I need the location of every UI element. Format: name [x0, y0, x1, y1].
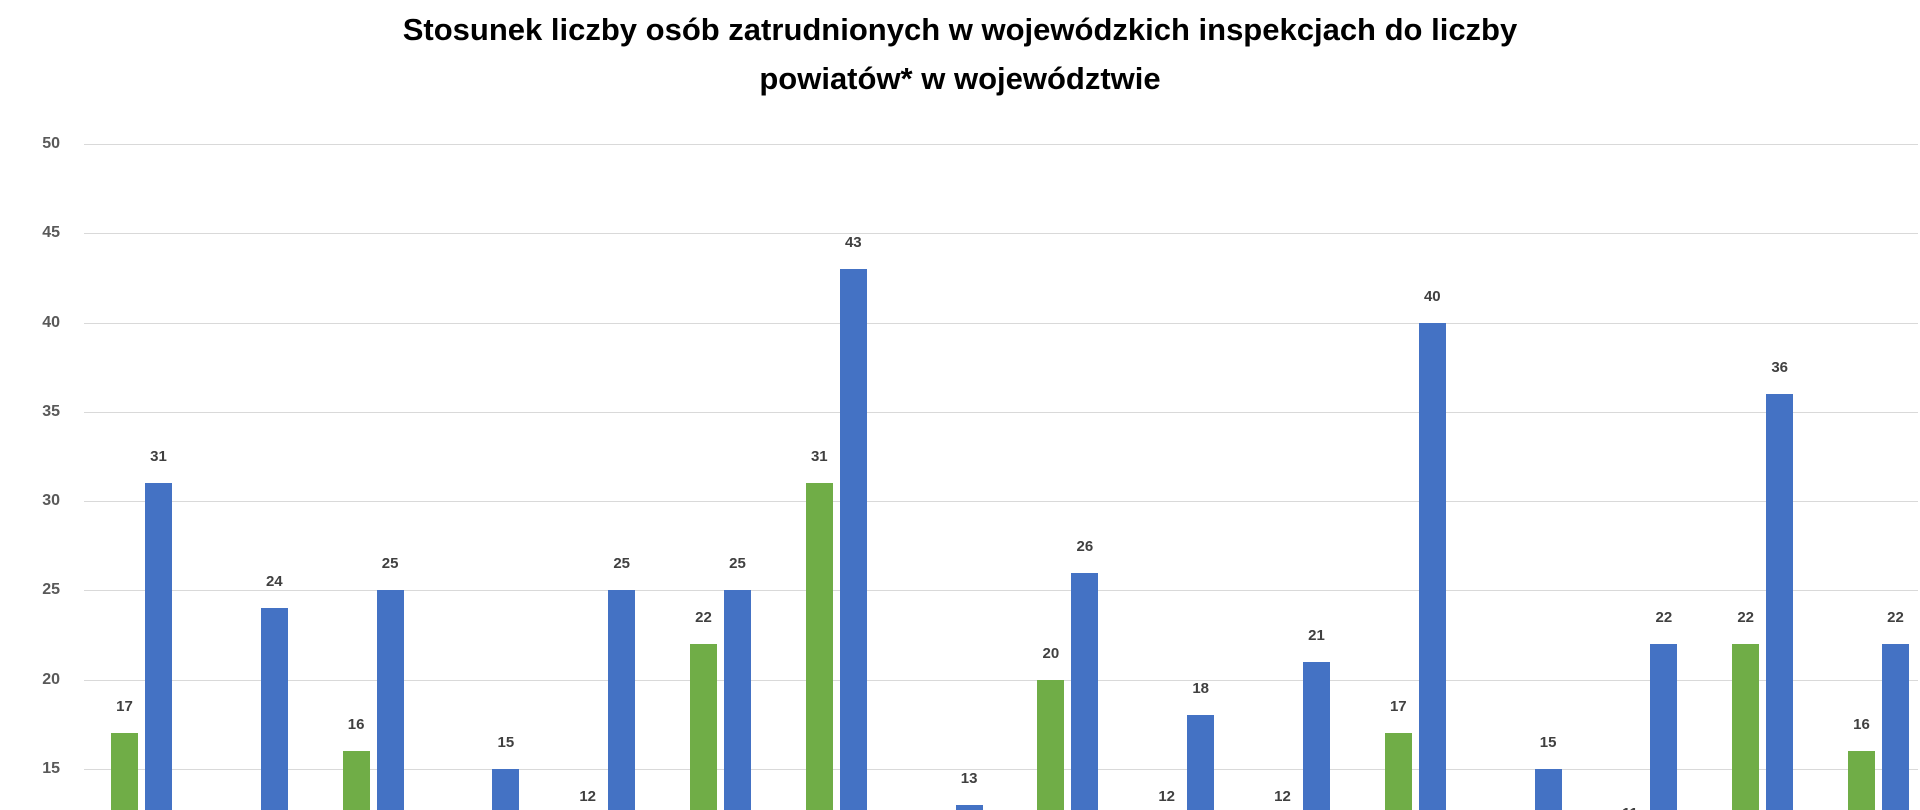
bar-blue-1 [145, 483, 172, 810]
bar-value-label-blue-2: 24 [265, 573, 283, 591]
bar-blue-6 [724, 590, 751, 810]
bar-blue-13 [1534, 769, 1562, 810]
bar-value-label-green-5: 12 [579, 787, 597, 805]
bar-value-label-blue-4: 15 [497, 734, 515, 751]
bar-green-15 [1732, 643, 1760, 810]
bar-value-label-green-14: 11 [1606, 804, 1654, 810]
bar-value-label-blue-12: 40 [1423, 287, 1441, 305]
chart-title: Stosunek liczby osób zatrudnionych w woj… [0, 5, 1920, 103]
y-tick-label-35: 35 [42, 402, 60, 420]
bar-blue-9 [1071, 572, 1099, 810]
y-tick-label-40: 40 [42, 313, 60, 331]
bar-value-label-blue-7: 43 [844, 233, 862, 251]
bar-value-label-blue-6: 25 [729, 555, 746, 573]
gridline-50 [84, 143, 1918, 145]
bar-blue-15 [1766, 393, 1794, 810]
bar-blue-7 [839, 268, 867, 810]
y-tick-label-50: 50 [42, 134, 60, 152]
bar-blue-4 [492, 769, 520, 810]
gridline-35 [84, 411, 1918, 413]
bar-green-7 [805, 483, 833, 810]
bar-value-label-blue-10: 18 [1192, 680, 1210, 698]
bar-green-9 [1037, 679, 1065, 810]
bar-green-6 [690, 643, 717, 810]
gridline-25 [84, 590, 1918, 592]
bar-green-16 [1848, 751, 1875, 810]
chart-title-line-2: powiatów* w województwie [759, 61, 1161, 96]
gridline-40 [84, 322, 1918, 324]
bar-value-label-blue-5: 25 [613, 555, 631, 573]
bar-value-label-green-10: 12 [1158, 787, 1176, 805]
gridline-15 [84, 769, 1918, 770]
y-tick-label-30: 30 [42, 492, 60, 510]
bar-blue-11 [1303, 661, 1330, 810]
bar-value-label-blue-8: 13 [960, 769, 978, 787]
y-tick-label-15: 15 [42, 760, 60, 777]
bar-value-label-blue-3: 25 [381, 555, 399, 573]
bar-value-label-green-16: 16 [1853, 716, 1870, 734]
bar-blue-10 [1187, 715, 1215, 810]
bar-value-label-green-6: 22 [695, 608, 712, 626]
bar-blue-12 [1418, 322, 1446, 810]
bar-value-label-green-3: 16 [347, 716, 365, 734]
bar-value-label-green-15: 22 [1737, 608, 1755, 626]
bar-value-label-blue-1: 31 [150, 448, 167, 466]
bar-blue-8 [955, 804, 983, 810]
bar-value-label-green-9: 20 [1042, 644, 1060, 662]
bar-blue-16 [1882, 643, 1909, 810]
y-tick-label-45: 45 [42, 224, 60, 242]
bar-blue-3 [376, 590, 404, 810]
bar-value-label-green-7: 31 [810, 448, 828, 466]
bar-value-label-blue-9: 26 [1076, 537, 1094, 555]
bar-green-1 [111, 733, 138, 810]
gridline-45 [84, 233, 1918, 235]
bar-green-3 [342, 751, 370, 810]
bar-value-label-blue-16: 22 [1887, 608, 1904, 626]
bar-value-label-blue-11: 21 [1308, 626, 1325, 644]
bar-value-label-green-12: 17 [1389, 698, 1407, 716]
bar-blue-2 [260, 608, 288, 810]
gridline-30 [84, 501, 1918, 503]
y-tick-label-20: 20 [42, 670, 60, 688]
bar-value-label-blue-15: 36 [1771, 358, 1789, 376]
bar-green-12 [1384, 733, 1412, 810]
bar-value-label-green-1: 17 [116, 698, 133, 716]
bar-value-label-green-11: 12 [1274, 787, 1291, 805]
bar-blue-14 [1650, 643, 1678, 810]
gridline-20 [84, 679, 1918, 681]
bar-blue-5 [608, 590, 636, 810]
bar-value-label-blue-14: 22 [1655, 608, 1673, 626]
chart-title-line-1: Stosunek liczby osób zatrudnionych w woj… [402, 12, 1518, 47]
y-tick-label-25: 25 [42, 581, 60, 599]
bar-value-label-blue-13: 15 [1539, 734, 1557, 751]
